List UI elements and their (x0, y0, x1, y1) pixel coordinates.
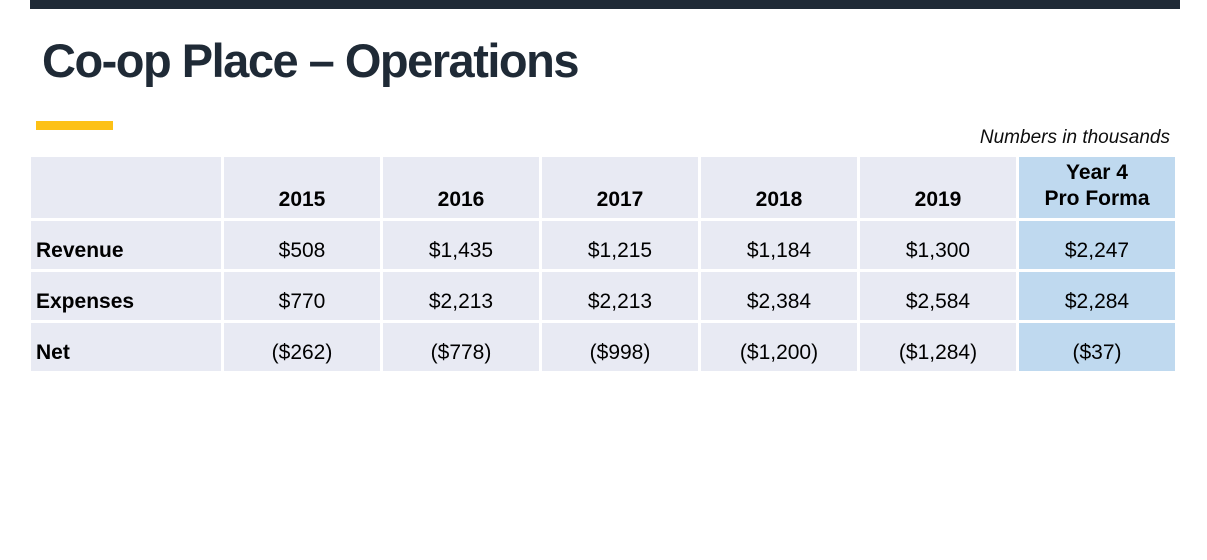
header-year-2016: 2016 (383, 157, 539, 218)
expenses-2017: $2,213 (542, 272, 698, 320)
revenue-2018: $1,184 (701, 221, 857, 269)
table-row-net: Net ($262) ($778) ($998) ($1,200) ($1,28… (31, 323, 1175, 371)
row-label-revenue: Revenue (31, 221, 221, 269)
header-year-2019: 2019 (860, 157, 1016, 218)
expenses-2015: $770 (224, 272, 380, 320)
header-year4-line1: Year 4 (1066, 160, 1128, 184)
header-year-2017: 2017 (542, 157, 698, 218)
row-label-expenses: Expenses (31, 272, 221, 320)
expenses-2018: $2,384 (701, 272, 857, 320)
net-year4: ($37) (1019, 323, 1175, 371)
net-2017: ($998) (542, 323, 698, 371)
net-2016: ($778) (383, 323, 539, 371)
expenses-2016: $2,213 (383, 272, 539, 320)
header-empty-cell (31, 157, 221, 218)
revenue-year4: $2,247 (1019, 221, 1175, 269)
table-row-expenses: Expenses $770 $2,213 $2,213 $2,384 $2,58… (31, 272, 1175, 320)
row-label-net: Net (31, 323, 221, 371)
table-row-revenue: Revenue $508 $1,435 $1,215 $1,184 $1,300… (31, 221, 1175, 269)
header-year-2015: 2015 (224, 157, 380, 218)
net-2018: ($1,200) (701, 323, 857, 371)
units-note: Numbers in thousands (979, 127, 1170, 148)
revenue-2017: $1,215 (542, 221, 698, 269)
operations-table: 2015 2016 2017 2018 2019 Year 4 Pro Form… (28, 154, 1178, 374)
expenses-year4: $2,284 (1019, 272, 1175, 320)
revenue-2016: $1,435 (383, 221, 539, 269)
expenses-2019: $2,584 (860, 272, 1016, 320)
slide-title: Co-op Place – Operations (42, 34, 579, 87)
net-2015: ($262) (224, 323, 380, 371)
revenue-2019: $1,300 (860, 221, 1016, 269)
header-year4-proforma: Year 4 Pro Forma (1019, 157, 1175, 218)
net-2019: ($1,284) (860, 323, 1016, 371)
top-accent-bar (30, 0, 1180, 9)
table-header-row: 2015 2016 2017 2018 2019 Year 4 Pro Form… (31, 157, 1175, 218)
header-year4-line2: Pro Forma (1044, 186, 1150, 210)
revenue-2015: $508 (224, 221, 380, 269)
yellow-accent-dash (36, 121, 113, 130)
header-year-2018: 2018 (701, 157, 857, 218)
